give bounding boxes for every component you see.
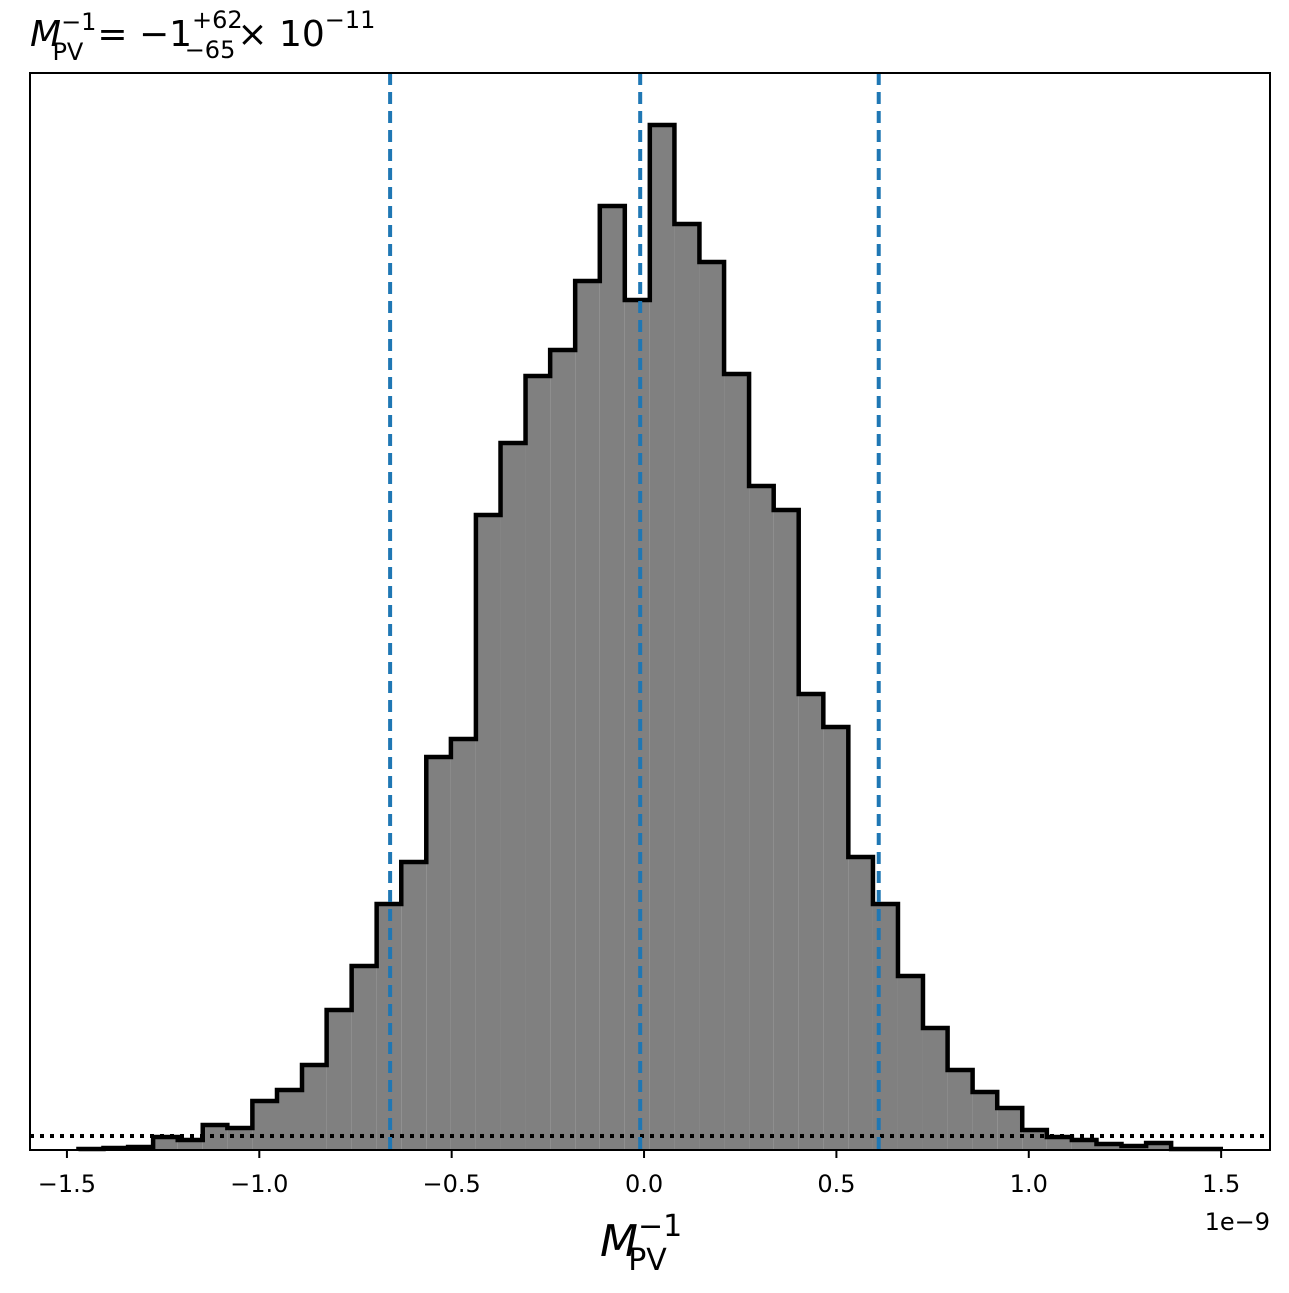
title-exponent: −11: [325, 6, 376, 34]
bar: [227, 1128, 253, 1150]
x-label-sub: PV: [628, 1243, 667, 1278]
x-label-symbol: M: [600, 1216, 638, 1267]
bar: [972, 1092, 998, 1150]
bar: [848, 857, 873, 1150]
x-tick-label: 0.0: [625, 1170, 663, 1198]
bar: [550, 350, 576, 1150]
title-equals: = −1: [97, 14, 192, 55]
bar: [276, 1090, 303, 1150]
bar: [997, 1108, 1023, 1150]
title-sub: PV: [52, 38, 83, 66]
bar: [773, 510, 799, 1150]
bar: [798, 694, 824, 1150]
title-upper: +62: [192, 6, 243, 34]
bar: [823, 727, 849, 1150]
bar: [724, 374, 750, 1150]
bar: [1071, 1140, 1097, 1150]
bar: [649, 125, 675, 1150]
bar: [177, 1140, 203, 1150]
bar: [252, 1101, 277, 1150]
bar: [674, 224, 700, 1150]
x-offset-label: 1e−9: [1205, 1208, 1270, 1236]
bar: [401, 862, 427, 1150]
bar: [153, 1137, 178, 1150]
bar: [500, 443, 526, 1150]
bar: [749, 486, 774, 1150]
histogram-outline: [76, 122, 1223, 1152]
bar: [872, 904, 898, 1150]
bar: [624, 300, 650, 1150]
bar: [897, 976, 923, 1150]
x-tick-label: 1.5: [1202, 1170, 1240, 1198]
bar: [1046, 1137, 1072, 1150]
title-sup: −1: [61, 8, 96, 36]
chart-title: M−1 PV = −1+62 −65× 10−11: [30, 6, 375, 66]
x-tick-label: −1.5: [38, 1170, 96, 1198]
title-times: × 10: [237, 14, 324, 55]
title-symbol: M: [30, 14, 61, 55]
bar: [922, 1028, 948, 1150]
bar: [525, 376, 551, 1150]
bar: [575, 281, 600, 1150]
x-label-sup: −1: [638, 1209, 682, 1244]
plot-frame: [29, 72, 1271, 1151]
bar: [450, 739, 476, 1150]
x-tick-label: −1.0: [230, 1170, 288, 1198]
bar: [1096, 1144, 1122, 1150]
bar: [599, 206, 625, 1150]
bar: [1022, 1130, 1047, 1150]
bar: [475, 515, 501, 1150]
bar: [1146, 1143, 1172, 1150]
x-axis-label: M−1 PV: [600, 1209, 682, 1278]
x-tick-label: −0.5: [423, 1170, 481, 1198]
bar: [326, 1010, 352, 1150]
bar: [351, 966, 377, 1150]
bar: [699, 262, 725, 1150]
bar: [426, 757, 451, 1150]
title-lower: −65: [185, 36, 236, 64]
x-tick-label: 0.5: [817, 1170, 855, 1198]
x-tick-label: 1.0: [1010, 1170, 1048, 1198]
